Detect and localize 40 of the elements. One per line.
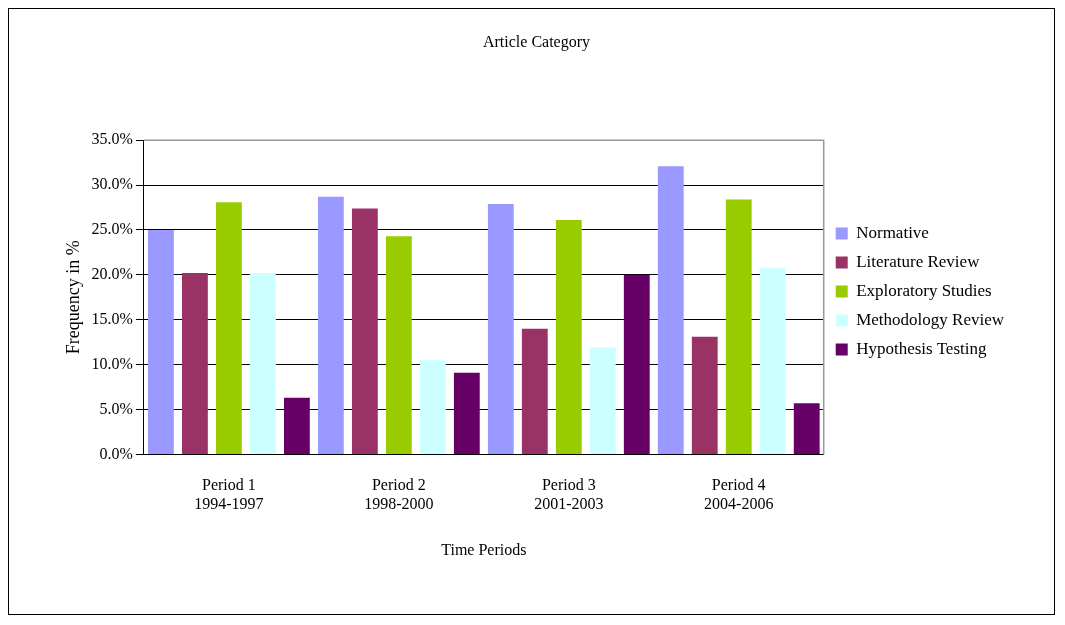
legend-label: Exploratory Studies <box>856 280 992 300</box>
bar <box>148 229 174 454</box>
x-tick-label: Period 4 2004-2006 <box>704 476 774 513</box>
bar <box>725 199 752 454</box>
bar <box>589 347 616 454</box>
y-tick-label: 10.0% <box>91 354 133 372</box>
x-tick-label: Period 3 2001-2003 <box>534 476 604 513</box>
bar <box>249 273 276 454</box>
y-tick-label: 25.0% <box>91 220 133 238</box>
bar <box>793 403 820 454</box>
chart-title: Article Category <box>482 32 591 51</box>
bar <box>182 273 208 454</box>
legend-label: Literature Review <box>856 251 981 271</box>
bar <box>215 202 242 454</box>
bar <box>657 166 684 454</box>
bar <box>317 196 344 454</box>
bar <box>453 372 480 454</box>
y-tick-label: 0.0% <box>99 444 133 462</box>
y-tick-label: 5.0% <box>99 399 133 417</box>
x-tick-label: Period 2 1998-2000 <box>364 476 434 513</box>
legend-label: Normative <box>856 222 929 242</box>
bar <box>555 220 582 454</box>
y-tick-label: 20.0% <box>91 265 133 283</box>
y-tick-label: 30.0% <box>91 175 133 193</box>
bar <box>283 397 310 454</box>
y-axis-title: Frequency in % <box>62 240 83 355</box>
bar <box>623 274 650 454</box>
bar <box>759 267 786 454</box>
bar <box>487 203 514 454</box>
y-tick-label: 15.0% <box>91 309 133 327</box>
bar <box>521 328 548 454</box>
bar <box>385 236 412 454</box>
bar <box>419 360 446 454</box>
bar <box>691 336 718 454</box>
legend-label: Methodology Review <box>856 309 1005 329</box>
legend-label: Hypothesis Testing <box>856 338 987 358</box>
x-axis-title: Time Periods <box>441 540 527 558</box>
x-tick-label: Period 1 1994-1997 <box>194 476 264 513</box>
bar <box>351 208 378 454</box>
y-tick-label: 35.0% <box>91 130 133 148</box>
